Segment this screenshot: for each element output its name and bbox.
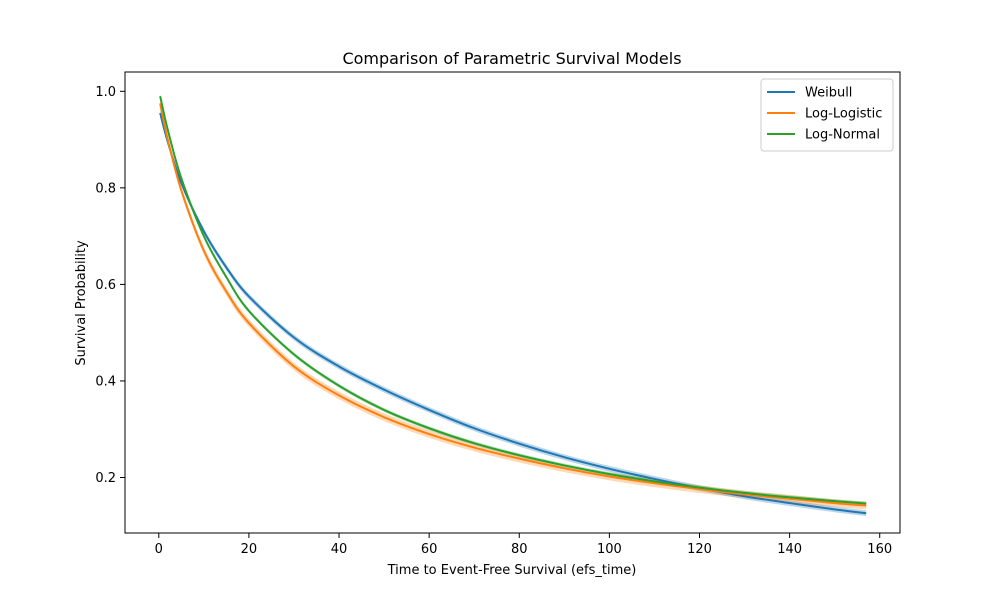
- log-logistic-confidence-band: [160, 99, 867, 510]
- y-tick-label: 0.6: [95, 278, 116, 293]
- y-axis: 0.2 0.4 0.6 0.8 1.0: [95, 85, 125, 486]
- legend-label-log-normal: Log-Normal: [805, 128, 880, 143]
- x-tick-label: 0: [155, 542, 163, 557]
- legend-label-weibull: Weibull: [805, 86, 852, 101]
- chart-title: Comparison of Parametric Survival Models: [342, 49, 681, 68]
- x-tick-label: 120: [687, 542, 712, 557]
- x-tick-label: 140: [777, 542, 802, 557]
- y-tick-label: 0.2: [95, 471, 116, 486]
- weibull-line: [159, 112, 867, 515]
- x-tick-label: 40: [331, 542, 348, 557]
- log-logistic-line: [159, 103, 867, 507]
- x-axis-label: Time to Event-Free Survival (efs_time): [387, 563, 637, 578]
- x-tick-label: 100: [597, 542, 622, 557]
- plot-area: [159, 94, 867, 517]
- plot-frame: [124, 71, 901, 534]
- legend: Weibull Log-Logistic Log-Normal: [760, 78, 894, 152]
- y-axis-label: Survival Probability: [74, 240, 89, 366]
- legend-label-log-logistic: Log-Logistic: [805, 107, 882, 122]
- y-tick-label: 0.8: [95, 181, 116, 196]
- y-tick-label: 0.4: [95, 374, 116, 389]
- y-tick-label: 1.0: [95, 85, 116, 100]
- x-tick-label: 160: [867, 542, 892, 557]
- log-normal-line: [159, 95, 867, 505]
- x-tick-label: 60: [421, 542, 438, 557]
- x-tick-label: 20: [241, 542, 258, 557]
- x-tick-label: 80: [511, 542, 528, 557]
- x-axis: 0 20 40 60 80 100 120 140 160: [155, 533, 892, 557]
